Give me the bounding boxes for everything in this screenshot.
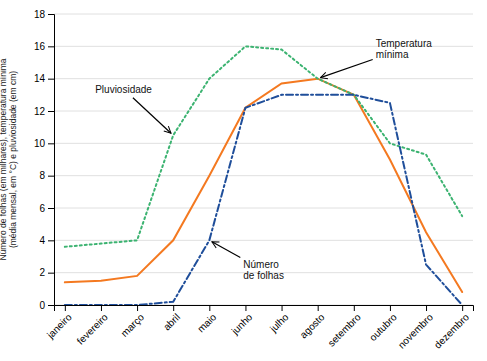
x-axis-line — [55, 306, 474, 312]
y-tick: 10 — [34, 138, 54, 149]
y-tick: 16 — [34, 41, 54, 52]
y-tick-mark — [48, 111, 54, 112]
annotation-line: mínima — [376, 49, 409, 60]
y-tick-mark — [48, 46, 54, 47]
y-tick-label: 2 — [39, 267, 45, 278]
y-tick: 2 — [39, 267, 54, 278]
x-tick: janeiro — [44, 305, 74, 341]
x-tick: abril — [161, 305, 182, 333]
y-tick: 6 — [39, 203, 54, 214]
grid-line — [54, 111, 473, 112]
x-tick-label: dezembro — [432, 311, 472, 351]
grid-line — [54, 240, 473, 241]
y-tick: 14 — [34, 73, 54, 84]
y-tick-label: 12 — [34, 106, 46, 117]
y-tick: 12 — [34, 106, 54, 117]
y-tick: 18 — [34, 9, 54, 20]
x-tick: agosto — [298, 305, 327, 340]
annotation: Númerode folhas — [243, 259, 284, 281]
grid-line — [54, 208, 473, 209]
annotation: Temperaturamínima — [376, 38, 433, 60]
x-tick-label: setembro — [326, 311, 364, 349]
y-tick-label: 6 — [39, 203, 45, 214]
annotations: Temperaturamínima Pluviosidade Númerode fo… — [95, 38, 432, 282]
chart: 0 2 4 6 8 10 12 14 16 18 janeirofevereiro março abri… — [0, 0, 487, 361]
x-tick: julho — [267, 305, 291, 335]
y-axis: 0 2 4 6 8 10 12 14 16 18 — [34, 9, 55, 311]
x-tick-label: julho — [267, 311, 291, 335]
x-tick-label: junho — [229, 311, 255, 337]
annotation-line: Número — [243, 259, 279, 270]
y-tick-mark — [48, 176, 54, 177]
x-tick-label: fevereiro — [75, 311, 111, 347]
annotation-arrow — [321, 60, 373, 78]
annotation: Pluviosidade — [95, 84, 152, 95]
x-tick-label: novembro — [396, 311, 436, 351]
y-axis-title-line: (média mensal, em °C) e pluviosidade (em… — [8, 71, 18, 248]
x-tick-label: agosto — [298, 311, 327, 340]
y-tick-label: 18 — [34, 9, 46, 20]
x-tick-mark — [462, 305, 463, 311]
y-tick-label: 10 — [34, 138, 46, 149]
series-line — [65, 46, 462, 246]
x-tick-mark — [282, 305, 283, 311]
x-tick: novembro — [396, 305, 436, 351]
y-tick-mark — [48, 143, 54, 144]
x-tick: outubro — [367, 305, 399, 343]
y-tick-mark — [48, 273, 54, 274]
x-tick-label: outubro — [367, 311, 399, 343]
x-tick-mark — [173, 305, 174, 311]
x-tick-mark — [65, 305, 66, 311]
x-tick-label: maio — [195, 311, 218, 334]
y-tick-label: 4 — [39, 235, 45, 246]
x-tick: setembro — [326, 305, 364, 349]
x-tick-label: abril — [161, 311, 182, 332]
x-tick: fevereiro — [75, 305, 111, 347]
lines — [65, 46, 462, 305]
x-tick-mark — [354, 305, 355, 311]
series-line — [65, 95, 462, 305]
annotation-arrow — [212, 242, 240, 258]
annotation-arrow — [133, 98, 171, 133]
plot: 0 2 4 6 8 10 12 14 16 18 janeirofevereiro março abri… — [0, 9, 474, 351]
grid-line — [54, 175, 473, 176]
y-tick-label: 8 — [39, 170, 45, 181]
y-tick-mark — [48, 305, 54, 306]
annotation-line: Temperatura — [376, 38, 433, 49]
annotation-line: Pluviosidade — [95, 84, 152, 95]
y-tick: 4 — [39, 235, 54, 246]
x-tick: junho — [229, 305, 255, 337]
grid-line — [54, 14, 473, 15]
annotation-line: de folhas — [243, 270, 284, 281]
x-tick-label: janeiro — [44, 311, 74, 341]
y-axis-line — [48, 15, 55, 306]
y-axis-title: Número de folhas (em milhares), temperat… — [0, 58, 18, 260]
y-tick: 8 — [39, 170, 54, 181]
y-tick-label: 0 — [39, 300, 45, 311]
x-tick: dezembro — [432, 305, 472, 351]
x-tick-mark — [426, 305, 427, 311]
y-tick-mark — [48, 208, 54, 209]
x-tick-mark — [137, 305, 138, 311]
y-tick-mark — [48, 79, 54, 80]
y-tick: 0 — [39, 300, 54, 311]
x-tick-label: março — [119, 311, 147, 339]
y-tick-label: 14 — [34, 73, 46, 84]
y-tick-mark — [48, 240, 54, 241]
series-line — [65, 79, 462, 292]
x-tick-mark — [101, 305, 102, 311]
x-tick: março — [119, 305, 147, 339]
grid-line — [54, 78, 473, 79]
x-tick-mark — [318, 305, 319, 311]
grid — [54, 14, 473, 305]
grid-line — [54, 143, 473, 144]
y-tick-label: 16 — [34, 41, 46, 52]
x-axis: janeirofevereiro março abril maio junho julho… — [44, 305, 473, 351]
x-tick-mark — [209, 305, 210, 311]
x-tick: maio — [195, 305, 218, 334]
y-tick-mark — [48, 14, 54, 15]
x-tick-mark — [390, 305, 391, 311]
x-tick-mark — [245, 305, 246, 311]
